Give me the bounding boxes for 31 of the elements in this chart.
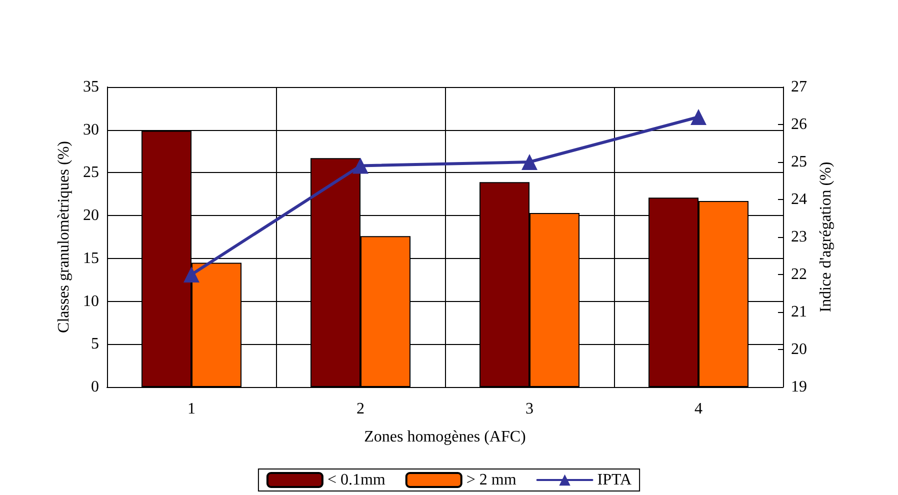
y2-tick-label: 25	[791, 154, 807, 170]
y2-tick-label: 21	[791, 304, 807, 320]
x-tick-label: 1	[188, 400, 196, 418]
x-axis-title: Zones homogènes (AFC)	[364, 428, 526, 446]
y-tick-label: 0	[91, 378, 99, 396]
y2-tick-label: 22	[791, 266, 807, 283]
y2-tick-label: 27	[791, 78, 807, 96]
y-tick-label: 15	[83, 250, 99, 267]
y2-tick-label: 26	[791, 116, 807, 133]
point	[522, 154, 538, 170]
y-tick-label: 10	[83, 292, 99, 310]
y-tick-label: 5	[91, 336, 99, 353]
y2-tick-label: 19	[791, 378, 807, 396]
x-tick-label: 4	[694, 400, 702, 418]
point	[690, 109, 706, 125]
y-tick-label: 35	[83, 78, 99, 96]
y-tick-label: 30	[83, 121, 99, 138]
y-tick-label: 20	[83, 207, 99, 224]
y2-tick-label: 20	[791, 341, 807, 358]
y2-tick-label: 24	[791, 191, 807, 208]
point	[184, 266, 200, 282]
legend-label: < 0.1mm	[327, 472, 386, 488]
y2-axis-title: Indice d'agrégation (%)	[817, 162, 834, 312]
x-tick-label: 2	[356, 400, 364, 418]
legend-label: IPTA	[597, 472, 632, 488]
x-tick-label: 3	[526, 400, 534, 418]
y2-tick-label: 23	[791, 228, 807, 246]
y-tick-label: 25	[83, 164, 99, 182]
y-axis-title: Classes granulomètriques (%)	[56, 141, 73, 333]
point	[352, 158, 368, 174]
legend-label: > 2 mm	[466, 472, 517, 488]
